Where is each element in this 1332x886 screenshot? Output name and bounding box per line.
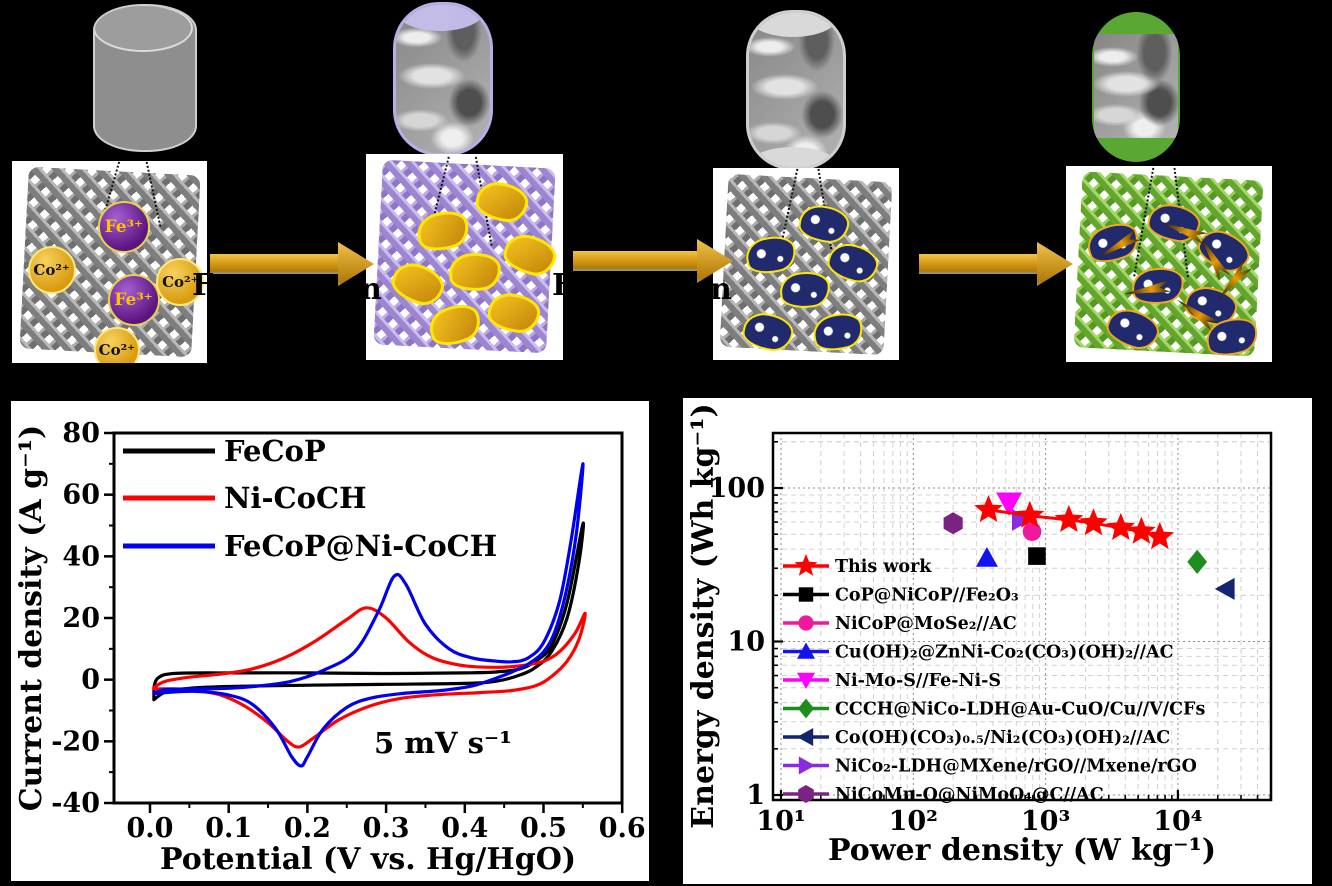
arrow-shaft (919, 254, 1039, 274)
svg-text:10²: 10² (889, 806, 938, 837)
ragone-legend-label: Ni-Mo-S//Fe-Ni-S (835, 671, 1001, 691)
svg-text:80: 80 (62, 418, 100, 449)
ragone-legend-label: This work (835, 557, 932, 577)
scan-rate-annotation: 5 mV s⁻¹ (374, 726, 512, 760)
arrow1-label-fragment-right: n (360, 272, 382, 307)
svg-text:40: 40 (62, 541, 100, 572)
cv-plot: 0.0 0.1 0.2 0.3 0.4 0.5 0.6 -40 -20 0 20 40 60 80 Pote… (14, 418, 646, 877)
cylinder-cap (396, 5, 484, 31)
svg-text:0: 0 (81, 665, 100, 696)
ion-sphere-fe: Fe³⁺ (97, 201, 150, 254)
ragone-x-axis-title: Power density (W kg⁻¹) (828, 833, 1216, 868)
cv-legend-label: FeCoP (224, 434, 326, 468)
cv-curve-FeCoP@Ni-CoCH (152, 462, 585, 768)
svg-text:0.1: 0.1 (205, 813, 252, 844)
svg-text:0.6: 0.6 (599, 813, 646, 844)
stage3-sem-cylinder (746, 10, 846, 170)
process-arrow-3 (919, 242, 1073, 286)
purple-mesh-nanosheet-panel (366, 154, 563, 360)
svg-text:10¹: 10¹ (756, 806, 805, 837)
ragone-plot: 10¹ 10² 10³ 10⁴ 1 10 100 Power density (W kg⁻¹)… (686, 403, 1273, 868)
svg-text:60: 60 (62, 480, 100, 511)
svg-text:1: 1 (746, 780, 765, 811)
arrow2-label-fragment-right: n (710, 272, 732, 307)
green-mesh-nanosheet-panel (1066, 166, 1272, 362)
cv-chart-panel: 0.0 0.1 0.2 0.3 0.4 0.5 0.6 -40 -20 0 20 40 60 80 Pote… (8, 398, 652, 884)
ragone-legend-label: CoP@NiCoP//Fe₂O₃ (835, 586, 1019, 606)
arrow1-label-fragment-left: F (192, 268, 214, 303)
substrate-with-ions-panel: Fe³⁺ Fe³⁺ Co²⁺ Co²⁺ Co²⁺ (12, 161, 207, 363)
ragone-chart-panel: 10¹ 10² 10³ 10⁴ 1 10 100 Power density (W kg⁻¹)… (683, 398, 1312, 884)
cv-chart: 0.0 0.1 0.2 0.3 0.4 0.5 0.6 -40 -20 0 20 40 60 80 Pote… (14, 418, 646, 877)
svg-text:100: 100 (709, 473, 765, 504)
cylinder-cap (749, 13, 837, 37)
svg-text:20: 20 (62, 603, 100, 634)
cv-x-axis-title: Potential (V vs. Hg/HgO) (160, 842, 576, 877)
ragone-legend-label: NiCoP@MoSe₂//AC (835, 614, 1017, 634)
svg-text:10⁴: 10⁴ (1153, 806, 1202, 837)
svg-text:-40: -40 (51, 788, 100, 819)
gray-mesh-nanosheet-panel (713, 168, 899, 360)
cv-y-axis-title: Current density (A g⁻¹) (14, 425, 49, 811)
arrow2-label-fragment-left: F (552, 268, 574, 303)
ragone-legend-label: CCCH@NiCo-LDH@Au-CuO/Cu//V/CFs (835, 700, 1205, 720)
svg-text:0.2: 0.2 (284, 813, 331, 844)
ragone-legend-label: Co(OH)(CO₃)₀.₅/Ni₂(CO₃)(OH)₂//AC (835, 728, 1170, 748)
arrow-head (1037, 242, 1073, 286)
ragone-legend-label: NiCoMn-O@NiMoO₄@C//AC (835, 785, 1104, 805)
ion-sphere-co: Co²⁺ (93, 326, 140, 363)
process-arrow-1 (210, 242, 374, 286)
svg-text:0.0: 0.0 (127, 813, 174, 844)
cv-curve-Ni-CoCH (152, 606, 587, 749)
svg-text:10³: 10³ (1021, 806, 1070, 837)
process-arrow-2 (573, 239, 733, 283)
cylinder-sem-texture (1094, 34, 1178, 138)
svg-text:0.4: 0.4 (441, 813, 488, 844)
bare-substrate-cylinder (93, 4, 197, 152)
cylinder-bottom-cap (749, 147, 837, 167)
cylinder-top-ellipse (95, 6, 193, 52)
stage4-sem-cylinder (1092, 12, 1180, 162)
ragone-y-axis-title: Energy density (Wh kg⁻¹) (686, 403, 721, 828)
svg-text:0.3: 0.3 (363, 813, 410, 844)
svg-text:0.5: 0.5 (520, 813, 567, 844)
ragone-legend-label: Cu(OH)₂@ZnNi-Co₂(CO₃)(OH)₂//AC (835, 643, 1174, 663)
svg-text:-20: -20 (51, 726, 100, 757)
stage2-sem-cylinder (393, 2, 493, 156)
cv-legend-label: FeCoP@Ni-CoCH (224, 529, 497, 563)
ion-sphere-co: Co²⁺ (156, 257, 205, 306)
arrow-shaft (573, 251, 699, 271)
cv-legend-label: Ni-CoCH (224, 481, 366, 515)
ion-sphere-co: Co²⁺ (27, 245, 76, 294)
arrow-shaft (210, 254, 340, 274)
ragone-chart: 10¹ 10² 10³ 10⁴ 1 10 100 Power density (W kg⁻¹)… (686, 403, 1273, 868)
svg-text:10: 10 (727, 627, 765, 658)
ion-sphere-fe: Fe³⁺ (107, 274, 160, 327)
ragone-legend-label: NiCo₂-LDH@MXene/rGO//Mxene/rGO (835, 757, 1197, 777)
